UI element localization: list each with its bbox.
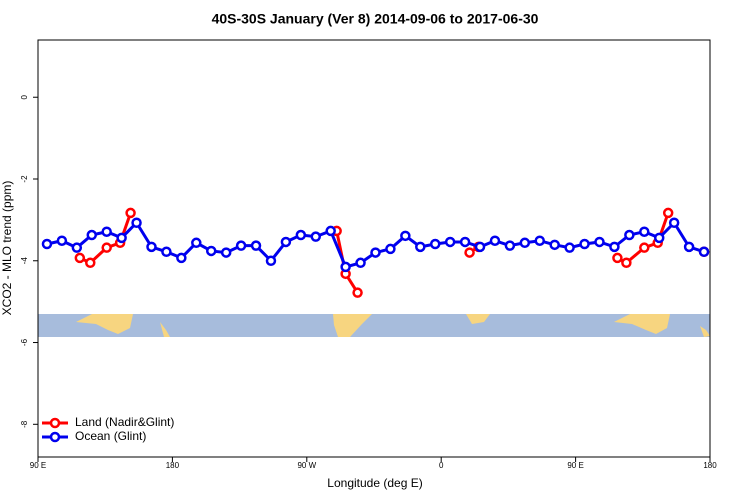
point [41,238,53,250]
point [579,238,590,250]
point [176,252,187,264]
point [489,235,501,246]
x-axis-label: Longitude (deg E) [327,476,422,490]
point [639,242,650,253]
point [235,240,247,251]
point [609,241,620,253]
plot-frame [37,39,711,458]
chart-title: 40S-30S January (Ver 8) 2014-09-06 to 20… [212,11,539,27]
point [116,232,127,244]
series-line [335,230,359,294]
point [400,230,411,242]
point [594,236,605,248]
point [355,257,366,269]
point [101,242,112,253]
point [310,231,322,242]
y-tick-label: -8 [20,420,29,428]
point [74,252,86,264]
point [668,217,680,228]
point [653,232,665,244]
point [549,239,560,251]
point [101,226,112,237]
legend-label: Ocean (Glint) [75,429,146,443]
point [662,207,674,219]
point [683,241,695,253]
point [385,243,396,255]
x-tick-label: 90 W [297,461,316,470]
point [131,217,142,228]
x-tick-label: 180 [166,461,180,470]
point [474,241,486,253]
point [621,257,632,269]
point [86,229,98,241]
legend-marker [49,431,61,443]
point [295,229,307,241]
point [250,240,262,251]
point [698,246,710,258]
series-line [46,220,705,269]
point [415,241,426,253]
point [220,247,232,258]
x-tick-label: 180 [703,461,717,470]
point [205,245,217,257]
point [459,236,471,248]
y-tick-label: -4 [20,257,29,265]
y-axis-label: XCO2 - MLO trend (ppm) [0,181,14,316]
x-tick-label: 0 [439,461,444,470]
point [564,242,575,253]
point [191,237,202,249]
point [519,237,531,249]
point [429,238,441,250]
point [612,252,623,264]
point [125,207,136,219]
point [265,255,277,267]
legend-marker [49,417,61,429]
x-tick-label: 90 E [567,461,583,470]
point [71,242,83,253]
point [280,236,292,248]
legend-label: Land (Nadir&Glint) [75,415,174,429]
point [85,257,96,269]
point [352,287,363,298]
map-strip [38,314,710,337]
point [639,226,650,237]
point [56,235,68,246]
point [325,225,336,237]
point [370,247,381,258]
y-tick-label: -2 [20,175,29,183]
y-tick-label: 0 [20,94,29,99]
x-tick-label: 90 E [30,461,46,470]
point [534,235,546,246]
point [464,247,475,258]
point [340,261,351,273]
y-tick-label: -6 [20,338,29,346]
point [504,240,516,251]
point [444,236,456,248]
point [161,246,172,258]
point [146,241,157,253]
point [624,229,635,241]
